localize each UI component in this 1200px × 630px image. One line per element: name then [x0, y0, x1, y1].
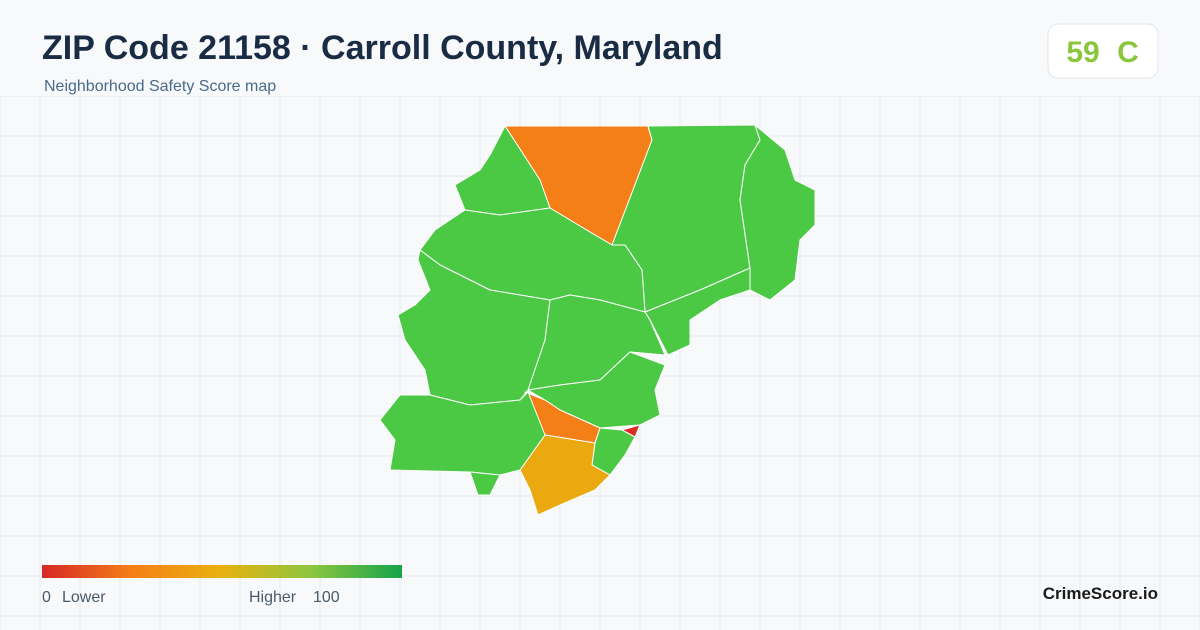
region	[644, 267, 751, 356]
region	[739, 124, 816, 301]
legend-scale	[42, 565, 402, 578]
score-grade: C	[1117, 36, 1139, 69]
title: ZIP Code 21158 · Carroll County, Marylan…	[42, 29, 723, 67]
zip-regions	[379, 124, 816, 516]
legend-min: 0	[42, 589, 51, 606]
region	[519, 434, 611, 516]
score-badge	[1047, 23, 1159, 79]
region	[591, 427, 636, 476]
region	[527, 294, 666, 391]
score-value: 59	[1066, 36, 1099, 69]
brand: CrimeScore.io	[1043, 584, 1158, 603]
region	[469, 471, 501, 496]
legend-max: 100	[313, 589, 340, 606]
region	[379, 391, 546, 476]
header-background	[0, 0, 1200, 96]
legend-max-label: Higher	[249, 589, 297, 606]
legend-min-label: Lower	[62, 589, 106, 606]
subtitle: Neighborhood Safety Score map	[44, 78, 276, 95]
